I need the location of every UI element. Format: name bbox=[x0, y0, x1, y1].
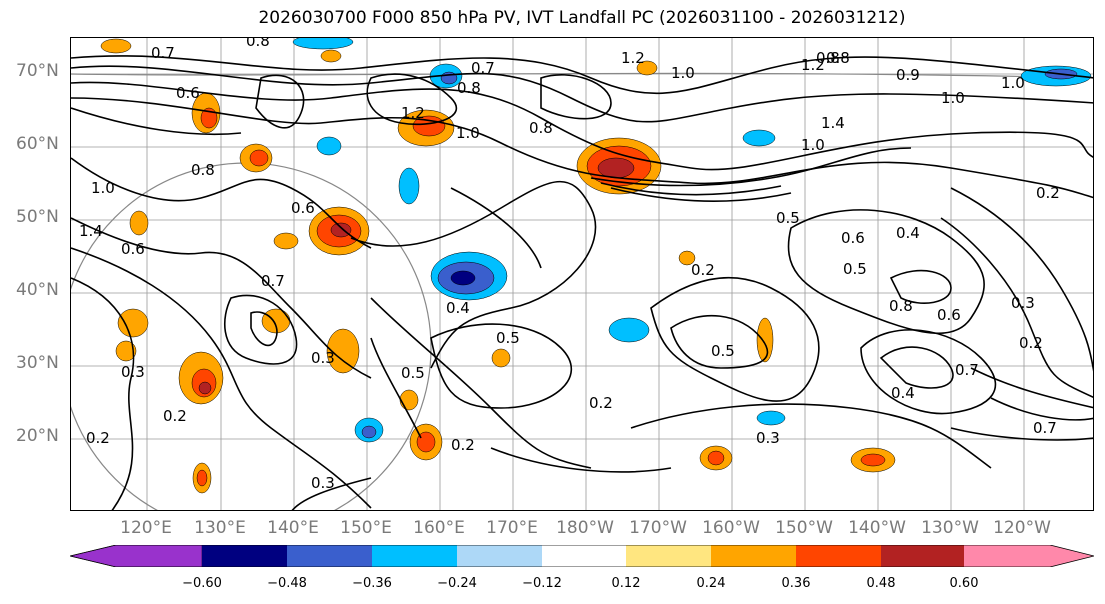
contour-label: 0.3 bbox=[311, 474, 335, 492]
lon-label: 120°E bbox=[120, 518, 172, 538]
contour-label: 1.0 bbox=[801, 136, 825, 154]
contour-label: 0.7 bbox=[261, 272, 285, 290]
pv-anomaly-shading bbox=[100, 38, 1092, 494]
contour-label: 1.0 bbox=[91, 179, 115, 197]
colorbar-tick: −0.60 bbox=[182, 576, 222, 591]
contour-label: 0.7 bbox=[955, 361, 979, 379]
contour-label: 0.2 bbox=[86, 429, 110, 447]
colorbar-tick: 0.60 bbox=[949, 576, 979, 591]
lat-label-20n: 20°N bbox=[16, 426, 59, 446]
contour-label: 1.0 bbox=[1001, 74, 1025, 92]
contour-label: 0.7 bbox=[1033, 419, 1057, 437]
contour-label: 0.3 bbox=[756, 429, 780, 447]
lon-label: 140°E bbox=[267, 518, 319, 538]
contour-label: 0.7 bbox=[151, 44, 175, 62]
colorbar-segment bbox=[542, 545, 626, 567]
contour-label: 0.2 bbox=[1036, 184, 1060, 202]
lon-label: 180°W bbox=[556, 518, 614, 538]
map-title: 2026030700 F000 850 hPa PV, IVT Landfall… bbox=[258, 8, 906, 28]
contour-label: 0.8 bbox=[816, 49, 840, 67]
lon-label: 160°W bbox=[702, 518, 760, 538]
contour-label: 0.8 bbox=[457, 79, 481, 97]
colorbar-tick: −0.12 bbox=[522, 576, 562, 591]
contour-label: 0.2 bbox=[589, 394, 613, 412]
contour-label: 0.5 bbox=[496, 329, 520, 347]
lat-label-30n: 30°N bbox=[16, 353, 59, 373]
lat-label-70n: 70°N bbox=[16, 61, 59, 81]
contour-label: 1.4 bbox=[79, 222, 103, 240]
lon-label: 150°E bbox=[340, 518, 392, 538]
contour-label: 1.0 bbox=[671, 64, 695, 82]
lat-label-40n: 40°N bbox=[16, 280, 59, 300]
contour-label: 0.4 bbox=[891, 384, 915, 402]
contour-label: 0.2 bbox=[163, 407, 187, 425]
contour-label: 1.0 bbox=[456, 124, 480, 142]
colorbar-segment bbox=[287, 545, 372, 567]
contour-label: 0.8 bbox=[246, 38, 270, 50]
contour-label: 0.3 bbox=[121, 363, 145, 381]
colorbar-segment bbox=[202, 545, 287, 567]
contour-label: 0.2 bbox=[691, 261, 715, 279]
contour-label: 0.7 bbox=[471, 59, 495, 77]
contour-label: 0.5 bbox=[776, 209, 800, 227]
lon-label: 150°W bbox=[775, 518, 833, 538]
contour-label: 0.6 bbox=[291, 199, 315, 217]
contour-label: 0.6 bbox=[937, 306, 961, 324]
colorbar bbox=[70, 545, 1094, 567]
contour-label: 1.4 bbox=[821, 114, 845, 132]
contour-label: 0.4 bbox=[446, 299, 470, 317]
colorbar-segment bbox=[70, 545, 203, 567]
map-panel: 0.7 0.8 0.6 0.7 1.2 1.0 0.8 1.2 1.0 0.8 … bbox=[70, 37, 1094, 511]
lon-label: 140°W bbox=[848, 518, 906, 538]
contour-label: 1.2 bbox=[621, 49, 645, 67]
contour-labels: 0.7 0.8 0.6 0.7 1.2 1.0 0.8 1.2 1.0 0.8 … bbox=[79, 38, 1060, 492]
colorbar-segment bbox=[626, 545, 711, 567]
colorbar-tick: 0.12 bbox=[611, 576, 641, 591]
contour-label: 0.3 bbox=[311, 349, 335, 367]
colorbar-tick: −0.24 bbox=[437, 576, 477, 591]
contour-label: 0.2 bbox=[1019, 334, 1043, 352]
colorbar-segment bbox=[881, 545, 964, 567]
colorbar-tick: 0.24 bbox=[696, 576, 726, 591]
map-plot: 0.7 0.8 0.6 0.7 1.2 1.0 0.8 1.2 1.0 0.8 … bbox=[71, 38, 1093, 510]
lat-label-60n: 60°N bbox=[16, 134, 59, 154]
colorbar-tick: 0.48 bbox=[866, 576, 896, 591]
lon-label: 170°E bbox=[486, 518, 538, 538]
contour-label: 0.9 bbox=[896, 66, 920, 84]
contour-label: 0.2 bbox=[451, 436, 475, 454]
contour-label: 0.8 bbox=[529, 119, 553, 137]
contour-label: 0.4 bbox=[896, 224, 920, 242]
colorbar-segment bbox=[964, 545, 1094, 567]
colorbar-segment bbox=[796, 545, 881, 567]
contour-label: 0.8 bbox=[826, 49, 850, 67]
pv-contours bbox=[71, 55, 1093, 510]
contour-label: 0.6 bbox=[841, 229, 865, 247]
contour-label: 0.5 bbox=[401, 364, 425, 382]
colorbar-segment bbox=[372, 545, 457, 567]
contour-label: 0.5 bbox=[843, 260, 867, 278]
lon-label: 130°E bbox=[194, 518, 246, 538]
lon-label: 120°W bbox=[993, 518, 1051, 538]
colorbar-segment bbox=[711, 545, 796, 567]
colorbar-tick: 0.36 bbox=[781, 576, 811, 591]
lon-label: 130°W bbox=[921, 518, 979, 538]
colorbar-tick: −0.36 bbox=[352, 576, 392, 591]
colorbar-tick: −0.48 bbox=[267, 576, 307, 591]
lon-label: 160°E bbox=[413, 518, 465, 538]
lat-label-50n: 50°N bbox=[16, 207, 59, 227]
contour-label: 0.3 bbox=[1011, 294, 1035, 312]
contour-label: 0.5 bbox=[711, 342, 735, 360]
contour-label: 1.2 bbox=[401, 104, 425, 122]
contour-label: 0.8 bbox=[889, 297, 913, 315]
colorbar-segment bbox=[457, 545, 542, 567]
contour-label: 1.2 bbox=[801, 56, 825, 74]
contour-label: 0.8 bbox=[191, 161, 215, 179]
contour-label: 1.0 bbox=[941, 89, 965, 107]
contour-label: 0.6 bbox=[176, 84, 200, 102]
contour-label: 0.6 bbox=[121, 240, 145, 258]
lon-label: 170°W bbox=[629, 518, 687, 538]
